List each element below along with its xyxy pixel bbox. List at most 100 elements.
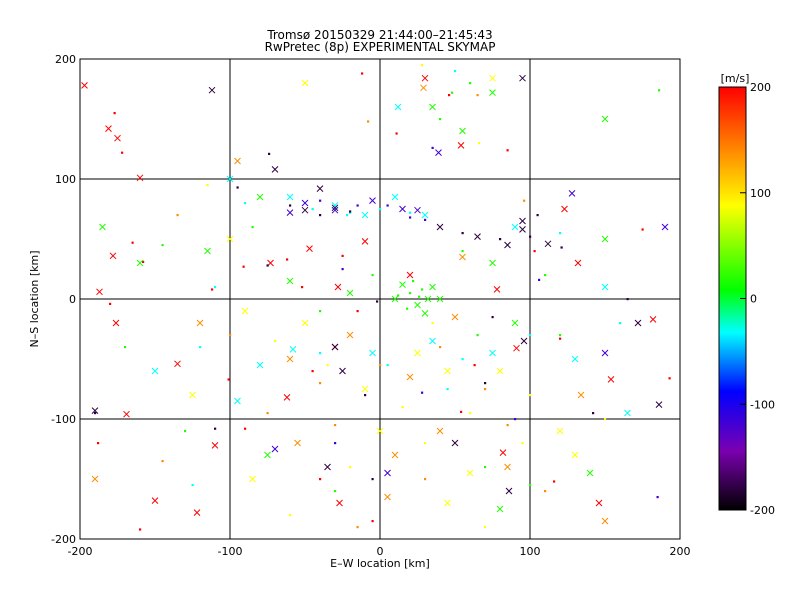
data-point-x-marker <box>649 316 657 323</box>
data-point-x-marker <box>504 463 511 471</box>
y-axis-ticks: -200 -100 0 100 200 <box>51 53 680 546</box>
data-point-x-marker <box>399 281 406 288</box>
data-point-x-marker <box>394 103 402 111</box>
data-point-x-marker <box>234 397 241 405</box>
data-point-x-marker <box>444 367 451 375</box>
data-point-dot-marker <box>560 246 563 249</box>
data-point-dot-marker <box>356 310 359 313</box>
colorbar-tick-label: 100 <box>750 187 771 200</box>
data-point-dot-marker <box>401 406 404 409</box>
data-point-x-marker <box>457 142 465 149</box>
data-point-dot-marker <box>544 490 547 493</box>
colorbar-tick-label: -100 <box>750 398 775 411</box>
data-point-x-marker <box>429 103 436 111</box>
data-points <box>81 64 671 531</box>
data-point-x-marker <box>361 238 369 245</box>
y-axis-label: N–S location [km] <box>28 250 41 347</box>
data-point-dot-marker <box>319 478 322 481</box>
data-point-dot-marker <box>227 378 230 381</box>
data-point-x-marker <box>577 391 585 399</box>
data-point-dot-marker <box>349 210 352 213</box>
data-point-x-marker <box>459 127 466 135</box>
data-point-x-marker <box>436 223 444 231</box>
data-point-x-marker <box>436 427 444 435</box>
data-point-x-marker <box>286 355 294 363</box>
data-point-x-marker <box>336 499 343 507</box>
data-point-dot-marker <box>592 412 595 415</box>
data-point-x-marker <box>466 469 474 477</box>
data-point-x-marker <box>601 283 609 291</box>
data-point-dot-marker <box>289 204 292 207</box>
data-point-x-marker <box>459 253 466 261</box>
data-point-x-marker <box>601 115 609 123</box>
data-point-dot-marker <box>431 146 434 149</box>
data-point-dot-marker <box>206 184 209 187</box>
data-point-dot-marker <box>346 214 349 217</box>
data-point-dot-marker <box>469 412 472 415</box>
data-point-x-marker <box>334 283 342 291</box>
data-point-dot-marker <box>604 418 607 421</box>
data-point-x-marker <box>91 475 99 483</box>
data-point-x-marker <box>324 463 331 471</box>
data-point-dot-marker <box>266 412 269 415</box>
data-point-dot-marker <box>559 334 562 337</box>
data-point-dot-marker <box>161 460 164 463</box>
data-point-x-marker <box>331 202 339 209</box>
data-point-x-marker <box>112 319 120 327</box>
x-tick-label: 200 <box>670 545 691 558</box>
data-point-x-marker <box>421 74 429 82</box>
data-point-dot-marker <box>361 72 364 75</box>
data-point-dot-marker <box>506 424 509 427</box>
data-point-x-marker <box>151 497 159 504</box>
data-point-x-marker <box>444 499 451 507</box>
data-point-dot-marker <box>424 478 427 481</box>
data-point-dot-marker <box>668 377 671 380</box>
chart-subtitle: RwPretec (8p) EXPERIMENTAL SKYMAP <box>265 40 496 54</box>
data-point-x-marker <box>391 295 399 303</box>
data-point-x-marker <box>301 79 309 87</box>
data-point-dot-marker <box>124 346 127 349</box>
data-point-x-marker <box>301 206 309 214</box>
data-point-x-marker <box>414 206 421 214</box>
data-point-dot-marker <box>94 412 97 415</box>
data-point-dot-marker <box>286 258 289 261</box>
data-point-dot-marker <box>421 288 424 291</box>
data-point-dot-marker <box>619 322 622 325</box>
data-point-x-marker <box>208 86 216 94</box>
data-point-dot-marker <box>553 480 556 483</box>
data-point-dot-marker <box>409 211 412 214</box>
data-point-dot-marker <box>371 520 374 523</box>
data-point-x-marker <box>241 307 249 315</box>
data-point-dot-marker <box>161 244 164 247</box>
data-point-dot-marker <box>319 310 322 313</box>
grid <box>80 59 680 539</box>
data-point-x-marker <box>399 205 406 213</box>
data-point-x-marker <box>511 223 519 231</box>
data-point-dot-marker <box>397 294 400 297</box>
data-point-x-marker <box>489 259 496 267</box>
data-point-dot-marker <box>538 278 541 281</box>
data-point-x-marker <box>634 319 642 327</box>
data-point-dot-marker <box>341 254 344 257</box>
data-point-dot-marker <box>412 280 415 283</box>
data-point-dot-marker <box>484 526 487 529</box>
data-point-dot-marker <box>334 442 337 445</box>
data-point-x-marker <box>256 361 264 369</box>
data-point-x-marker <box>451 439 459 447</box>
data-point-x-marker <box>294 439 301 447</box>
y-tick-label: -200 <box>51 533 76 546</box>
data-point-dot-marker <box>121 151 124 154</box>
data-point-x-marker <box>226 175 234 183</box>
data-point-x-marker <box>234 157 241 165</box>
data-point-dot-marker <box>476 94 479 97</box>
data-point-dot-marker <box>451 91 454 94</box>
data-point-dot-marker <box>439 118 442 121</box>
data-point-x-marker <box>226 235 234 243</box>
data-point-x-marker <box>661 223 669 231</box>
data-point-dot-marker <box>244 202 247 205</box>
data-point-dot-marker <box>356 526 359 529</box>
data-point-dot-marker <box>131 241 134 244</box>
data-point-dot-marker <box>544 274 547 277</box>
data-point-x-marker <box>123 410 130 418</box>
data-point-dot-marker <box>484 382 487 385</box>
